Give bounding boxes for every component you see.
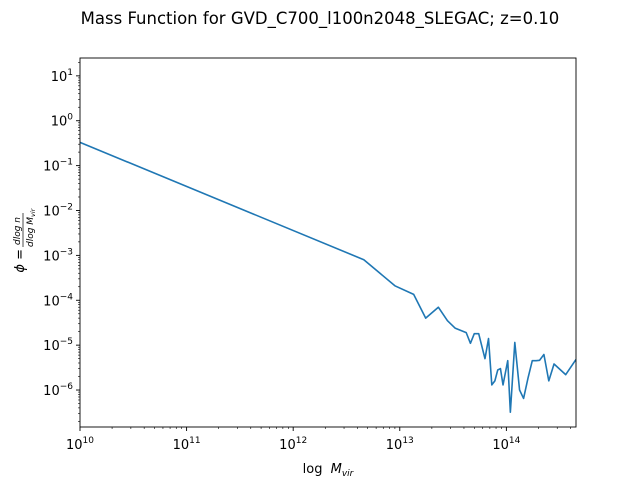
y-tick-label: 101 <box>51 68 73 85</box>
y-tick-label-exponent: −4 <box>60 292 74 302</box>
x-tick-label: 1010 <box>66 436 94 453</box>
y-tick-label-exponent: 0 <box>67 113 73 123</box>
x-tick-label-base: 10 <box>66 438 83 453</box>
x-tick-label-exponent: 13 <box>402 436 413 446</box>
y-tick-label-exponent: −3 <box>60 247 73 257</box>
y-tick-label-base: 10 <box>51 70 68 85</box>
y-tick-label-base: 10 <box>43 339 60 354</box>
y-tick-label-exponent: −6 <box>60 382 74 392</box>
x-tick-label-base: 10 <box>492 438 509 453</box>
series-line <box>80 141 576 414</box>
y-axis-label: ϕ = dlog n dlog Mvir <box>13 207 37 272</box>
y-tick-label-base: 10 <box>43 160 60 175</box>
y-tick-label-exponent: −2 <box>60 203 73 213</box>
y-axis-label-denominator-sub: vir <box>29 207 37 217</box>
y-tick-label-base: 10 <box>51 115 68 130</box>
x-tick-label-exponent: 12 <box>296 436 307 446</box>
y-axis-label-denominator: dlog Mvir <box>26 207 37 247</box>
y-tick-label-base: 10 <box>43 205 60 220</box>
y-tick-label: 10−6 <box>43 382 73 399</box>
x-tick-label-exponent: 14 <box>509 436 521 446</box>
y-tick-label: 10−2 <box>43 203 73 220</box>
x-tick-label-exponent: 10 <box>83 436 95 446</box>
plot-frame <box>79 57 577 428</box>
y-tick-label-base: 10 <box>43 249 60 264</box>
y-axis-label-phi: ϕ = <box>13 249 28 273</box>
x-axis-label-base: log <box>303 462 323 477</box>
y-tick-label-exponent: −1 <box>60 158 73 168</box>
y-axis-label-denominator-base: dlog M <box>26 217 36 247</box>
y-tick-label-base: 10 <box>43 384 60 399</box>
x-axis-label-sub: vir <box>342 469 355 479</box>
x-tick-label-exponent: 11 <box>189 436 200 446</box>
y-axis-label-numerator: dlog n <box>13 217 23 245</box>
x-tick-label: 1014 <box>492 436 520 453</box>
x-tick-label: 1013 <box>386 436 414 453</box>
y-tick-label-exponent: −5 <box>60 337 73 347</box>
y-tick-label-base: 10 <box>43 294 60 309</box>
chart-title: Mass Function for GVD_C700_l100n2048_SLE… <box>81 9 560 29</box>
y-tick-label: 10−5 <box>43 337 73 354</box>
x-tick-label: 1012 <box>279 436 307 453</box>
y-tick-label: 10−3 <box>43 247 73 264</box>
y-tick-label-exponent: 1 <box>67 68 73 78</box>
x-axis-label: log Mvir <box>303 462 355 479</box>
x-axis-label-var: M <box>331 462 342 477</box>
axis-ticks: 1010 1011 1012 1013 101410−610−510−410−310−2… <box>43 62 571 453</box>
x-tick-label-base: 10 <box>386 438 403 453</box>
y-tick-label: 10−1 <box>43 158 73 175</box>
y-tick-label: 10−4 <box>43 292 73 309</box>
x-tick-label-base: 10 <box>279 438 296 453</box>
y-tick-label: 100 <box>51 113 74 130</box>
x-tick-label-base: 10 <box>173 438 190 453</box>
x-tick-label: 1011 <box>173 436 201 453</box>
